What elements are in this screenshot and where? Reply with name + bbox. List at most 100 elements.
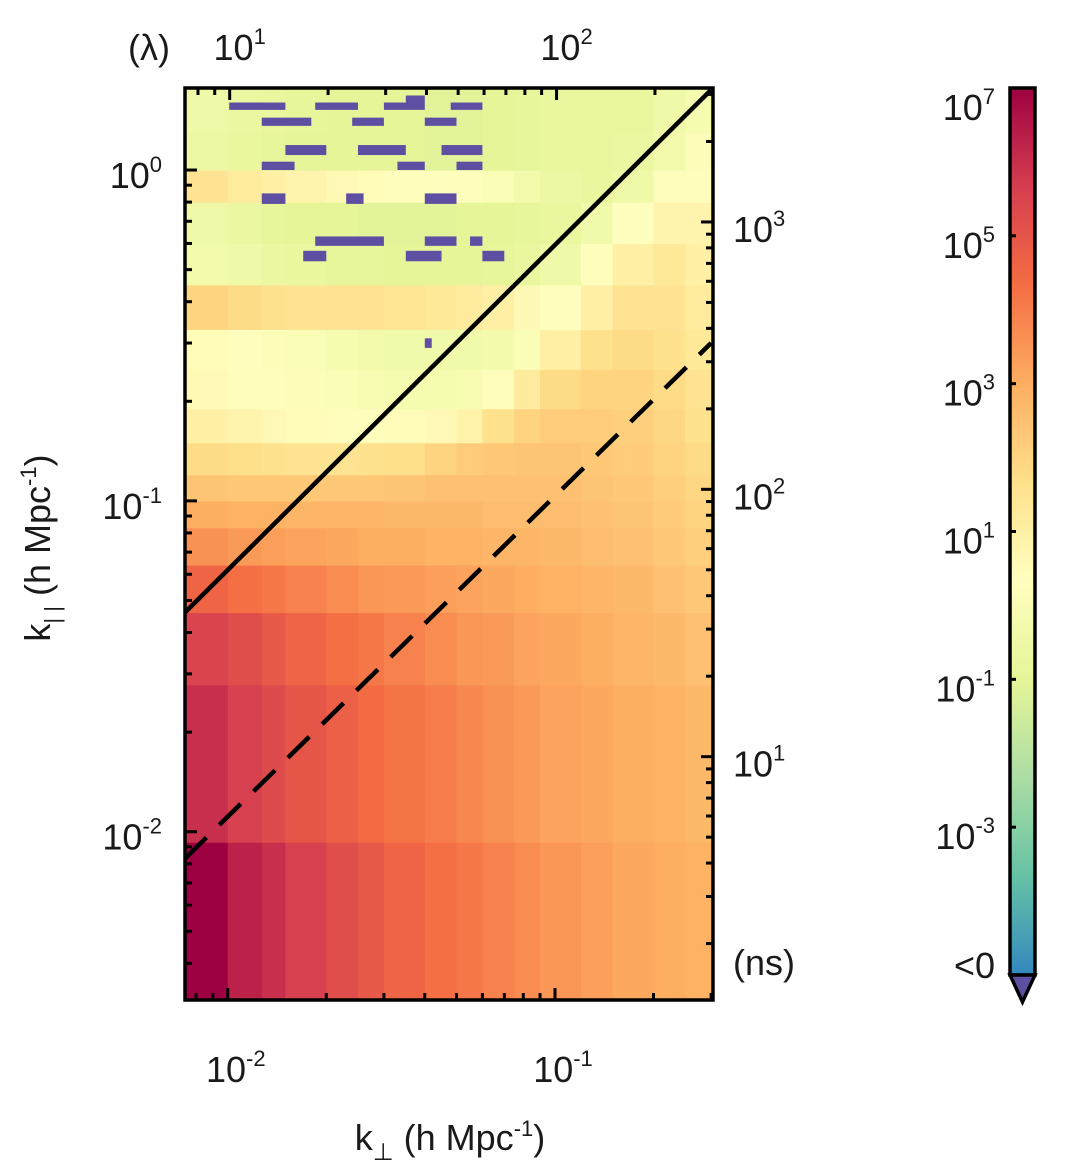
negative-cell — [424, 236, 457, 246]
heatmap-cell — [612, 527, 655, 566]
heatmap-cell — [612, 474, 655, 502]
heatmap-cell — [482, 329, 515, 370]
heatmap-cell — [540, 612, 582, 686]
top-tick-label: 101 — [214, 24, 266, 68]
heatmap-cell — [326, 329, 359, 370]
heatmap-cell — [326, 132, 359, 171]
negative-cell — [261, 117, 312, 126]
negative-cells — [229, 95, 505, 348]
heatmap-cell — [514, 684, 541, 843]
negative-cell — [456, 161, 483, 171]
heatmap-cell — [227, 442, 263, 476]
negative-cell — [315, 102, 358, 110]
top-axis-unit-label: (λ) — [128, 27, 170, 68]
heatmap-cell — [261, 408, 287, 444]
colorbar-tick-label: 107 — [943, 84, 995, 128]
heatmap-cell — [514, 408, 541, 444]
heatmap-cell — [227, 132, 263, 171]
heatmap-cell — [514, 842, 541, 1000]
heatmap-cell — [261, 202, 287, 245]
heatmap-cell — [482, 408, 515, 444]
negative-cell — [261, 193, 286, 204]
heatmap-cell — [185, 284, 229, 330]
heatmap-cell — [357, 243, 385, 286]
heatmap-cell — [285, 442, 327, 476]
heatmap-cell — [514, 565, 541, 614]
heatmap-cell — [514, 202, 541, 245]
heatmap-cell — [285, 408, 327, 444]
heatmap-cell — [612, 170, 655, 203]
heatmap-cell — [482, 565, 515, 614]
negative-cell — [450, 102, 483, 110]
heatmap-cell — [482, 170, 515, 203]
heatmap-cell — [383, 842, 426, 1000]
heatmap-cell — [685, 132, 713, 171]
negative-cell — [405, 250, 442, 262]
negative-cell — [315, 236, 384, 246]
colorbar-tick-label: 10-1 — [935, 665, 995, 709]
heatmap-cell — [424, 527, 458, 566]
heatmap-cell — [685, 408, 713, 444]
heatmap-cell — [383, 369, 426, 410]
heatmap-cell — [580, 243, 614, 286]
heatmap-cell — [482, 612, 515, 686]
heatmap-cell — [227, 243, 263, 286]
heatmap-cell — [227, 202, 263, 245]
negative-cell — [405, 95, 425, 103]
heatmap-cell — [383, 565, 426, 614]
heatmap-cell — [357, 474, 385, 502]
heatmap-cell — [580, 684, 614, 843]
heatmap-cell — [261, 474, 287, 502]
heatmap-cell — [326, 369, 359, 410]
heatmap-cell — [185, 88, 229, 133]
heatmap-cell — [185, 408, 229, 444]
top-tick-label: 102 — [540, 24, 592, 68]
heatmap-cell — [482, 842, 515, 1000]
heatmap-cell — [653, 500, 686, 529]
heatmap-cell — [653, 442, 686, 476]
heatmap-cell — [227, 612, 263, 686]
heatmap-cell — [357, 842, 385, 1000]
heatmap-cell — [456, 170, 484, 203]
heatmap-cell — [357, 88, 385, 133]
tick-labels: 10-2 10-1 101 102 10-2 10-1 100 101 102 103 — [102, 24, 785, 1090]
heatmap-cell — [514, 474, 541, 502]
heatmap-cell — [653, 527, 686, 566]
heatmap-cell — [357, 565, 385, 614]
heatmap-cell — [424, 408, 458, 444]
heatmap-cell — [580, 527, 614, 566]
heatmap-cell — [285, 612, 327, 686]
heatmap-cell — [456, 329, 484, 370]
heatmap-cell — [357, 284, 385, 330]
heatmap-cell — [227, 284, 263, 330]
heatmap-cell — [227, 527, 263, 566]
heatmap-cell — [357, 369, 385, 410]
heatmap-cell — [580, 442, 614, 476]
heatmap-cell — [580, 612, 614, 686]
heatmap-cell — [540, 329, 582, 370]
negative-cell — [261, 161, 295, 171]
heatmap-cell — [482, 474, 515, 502]
negative-cell — [303, 250, 327, 262]
heatmap-cell — [424, 474, 458, 502]
heatmap-cell — [227, 408, 263, 444]
colorbar-tick-label: 101 — [943, 518, 995, 562]
colorbar-below-label: <0 — [954, 945, 995, 986]
negative-cell — [357, 145, 406, 156]
buffer-line — [185, 341, 713, 861]
heatmap-cell — [482, 132, 515, 171]
heatmap-cell — [540, 565, 582, 614]
heatmap-cell — [326, 284, 359, 330]
heatmap-cell — [580, 202, 614, 245]
heatmap-cell — [514, 329, 541, 370]
heatmap-cell — [285, 565, 327, 614]
heatmap-cell — [580, 500, 614, 529]
heatmap-cell — [482, 500, 515, 529]
heatmap-cell — [261, 684, 287, 843]
heatmap-cell — [456, 527, 484, 566]
heatmap-cell — [285, 284, 327, 330]
heatmap-cell — [326, 612, 359, 686]
heatmap-cell — [227, 170, 263, 203]
heatmap-cell — [456, 842, 484, 1000]
colorbar: <0 107 105 103 101 10-1 10-3 — [935, 84, 1038, 1007]
